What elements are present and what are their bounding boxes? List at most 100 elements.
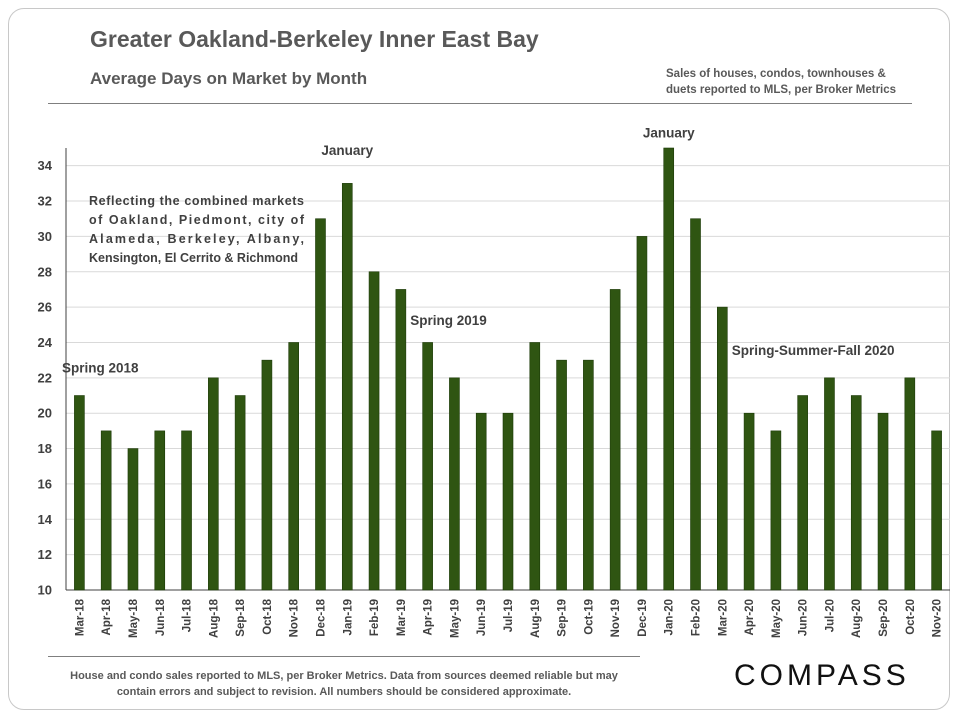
x-tick-label-Jun-20: Jun-20: [798, 599, 810, 636]
x-tick-label-Oct-19: Oct-19: [583, 599, 595, 635]
x-tick-label-Jan-19: Jan-19: [342, 599, 354, 635]
bar-May-20: [770, 430, 782, 591]
y-tick-label-20: 20: [38, 406, 52, 421]
bar-Feb-20: [690, 218, 701, 591]
market-note-line-2: of Oakland, Piedmont, city of: [89, 213, 305, 227]
footer-divider: [48, 656, 640, 657]
bar-Nov-20: [931, 430, 942, 591]
bar-Jul-20: [824, 377, 835, 591]
x-tick-label-Apr-20: Apr-20: [744, 599, 756, 635]
chart-title: Greater Oakland-Berkeley Inner East Bay: [90, 26, 539, 52]
footer-disclaimer: House and condo sales reported to MLS, p…: [48, 668, 640, 700]
bar-Nov-18: [288, 342, 299, 591]
x-tick-label-Nov-18: Nov-18: [289, 598, 301, 637]
annotation-spring-2018: Spring 2018: [62, 361, 139, 376]
bar-Feb-19: [368, 271, 380, 591]
y-tick-label-12: 12: [38, 547, 52, 562]
bar-Jul-19: [502, 412, 514, 591]
footer-disclaimer-line-1: House and condo sales reported to MLS, p…: [70, 670, 618, 682]
x-tick-label-Dec-19: Dec-19: [637, 599, 649, 637]
market-note-line-4: Kensington, El Cerrito & Richmond: [89, 251, 298, 265]
x-tick-label-Jul-20: Jul-20: [824, 599, 836, 632]
bar-Aug-19: [529, 342, 541, 591]
bar-Apr-20: [743, 412, 755, 591]
x-tick-label-Nov-19: Nov-19: [610, 599, 622, 637]
bar-Jun-18: [154, 430, 166, 591]
x-tick-label-Sep-20: Sep-20: [878, 599, 890, 637]
x-tick-label-Sep-18: Sep-18: [235, 598, 247, 636]
market-note-line-3: Alameda, Berkeley, Albany,: [89, 232, 304, 246]
bar-Oct-20: [904, 377, 916, 591]
x-tick-label-Nov-20: Nov-20: [932, 599, 944, 637]
bar-May-18: [127, 448, 139, 591]
x-tick-label-Feb-19: Feb-19: [369, 599, 381, 636]
source-note-line-1: Sales of houses, condos, townhouses &: [666, 68, 886, 80]
bar-Jan-19: [341, 183, 353, 591]
bar-Oct-19: [583, 359, 594, 591]
x-tick-label-Feb-20: Feb-20: [691, 599, 703, 636]
x-tick-label-Jul-19: Jul-19: [503, 599, 515, 632]
bar-Mar-18: [74, 395, 85, 591]
market-note-line-1: Reflecting the combined markets: [89, 194, 304, 208]
annotation-january-2019: January: [321, 143, 373, 158]
header-divider: [48, 103, 912, 104]
bar-Jan-20: [663, 147, 675, 591]
chart-subtitle: Average Days on Market by Month: [90, 69, 368, 88]
x-tick-label-May-18: May-18: [128, 598, 140, 638]
y-tick-label-32: 32: [38, 194, 52, 209]
x-tick-label-Jun-19: Jun-19: [476, 599, 488, 636]
bar-Dec-18: [315, 218, 326, 591]
footer-disclaimer-line-2: contain errors and subject to revision. …: [116, 686, 572, 698]
bar-Jun-20: [797, 395, 808, 591]
bar-Sep-20: [877, 412, 889, 591]
x-tick-label-Aug-20: Aug-20: [851, 599, 863, 638]
outer-frame: [8, 8, 950, 710]
y-tick-label-14: 14: [38, 512, 53, 527]
x-tick-label-Aug-18: Aug-18: [208, 598, 220, 638]
annotation-january-2020: January: [643, 125, 695, 140]
y-tick-label-10: 10: [38, 583, 52, 598]
x-tick-label-Oct-18: Oct-18: [262, 598, 274, 634]
bar-Mar-19: [395, 289, 407, 591]
y-tick-label-34: 34: [38, 158, 53, 173]
bar-Apr-19: [422, 342, 433, 591]
compass-logo: COMPASS: [734, 659, 910, 692]
source-note-line-2: duets reported to MLS, per Broker Metric…: [666, 84, 897, 96]
y-tick-label-26: 26: [38, 300, 52, 315]
bar-Oct-18: [261, 359, 273, 591]
bar-Nov-19: [609, 289, 621, 591]
annotation-spring-2019: Spring 2019: [410, 313, 487, 328]
y-tick-label-18: 18: [38, 441, 52, 456]
y-tick-label-28: 28: [38, 264, 52, 279]
bar-Mar-20: [717, 306, 728, 591]
bar-Apr-18: [100, 430, 112, 591]
y-tick-label-16: 16: [38, 476, 52, 491]
x-tick-label-Oct-20: Oct-20: [905, 599, 917, 635]
bar-Sep-19: [556, 359, 567, 591]
annotation-spring-summer-fall-2020: Spring-Summer-Fall 2020: [732, 343, 895, 358]
bar-Aug-20: [850, 395, 862, 591]
x-tick-label-Jun-18: Jun-18: [155, 598, 167, 636]
x-tick-label-Jul-18: Jul-18: [182, 598, 194, 632]
x-tick-label-May-19: May-19: [449, 599, 461, 638]
source-note-top: Sales of houses, condos, townhouses & du…: [666, 66, 926, 98]
x-tick-label-Mar-20: Mar-20: [717, 599, 729, 636]
bar-Sep-18: [234, 395, 246, 591]
bar-May-19: [449, 377, 460, 591]
y-tick-label-30: 30: [38, 229, 52, 244]
x-tick-label-May-20: May-20: [771, 599, 783, 638]
bar-Jun-19: [475, 412, 487, 591]
x-tick-label-Jan-20: Jan-20: [664, 599, 676, 635]
x-tick-label-Apr-18: Apr-18: [101, 598, 113, 635]
bar-Dec-19: [636, 236, 648, 591]
x-tick-label-Aug-19: Aug-19: [530, 599, 542, 638]
y-tick-label-24: 24: [38, 335, 53, 350]
bar-Jul-18: [181, 430, 192, 591]
x-tick-label-Mar-19: Mar-19: [396, 599, 408, 636]
bar-Aug-18: [208, 377, 219, 591]
x-tick-label-Mar-18: Mar-18: [74, 598, 86, 636]
y-tick-label-22: 22: [38, 370, 52, 385]
x-tick-label-Sep-19: Sep-19: [557, 599, 569, 637]
x-tick-label-Dec-18: Dec-18: [315, 598, 327, 636]
